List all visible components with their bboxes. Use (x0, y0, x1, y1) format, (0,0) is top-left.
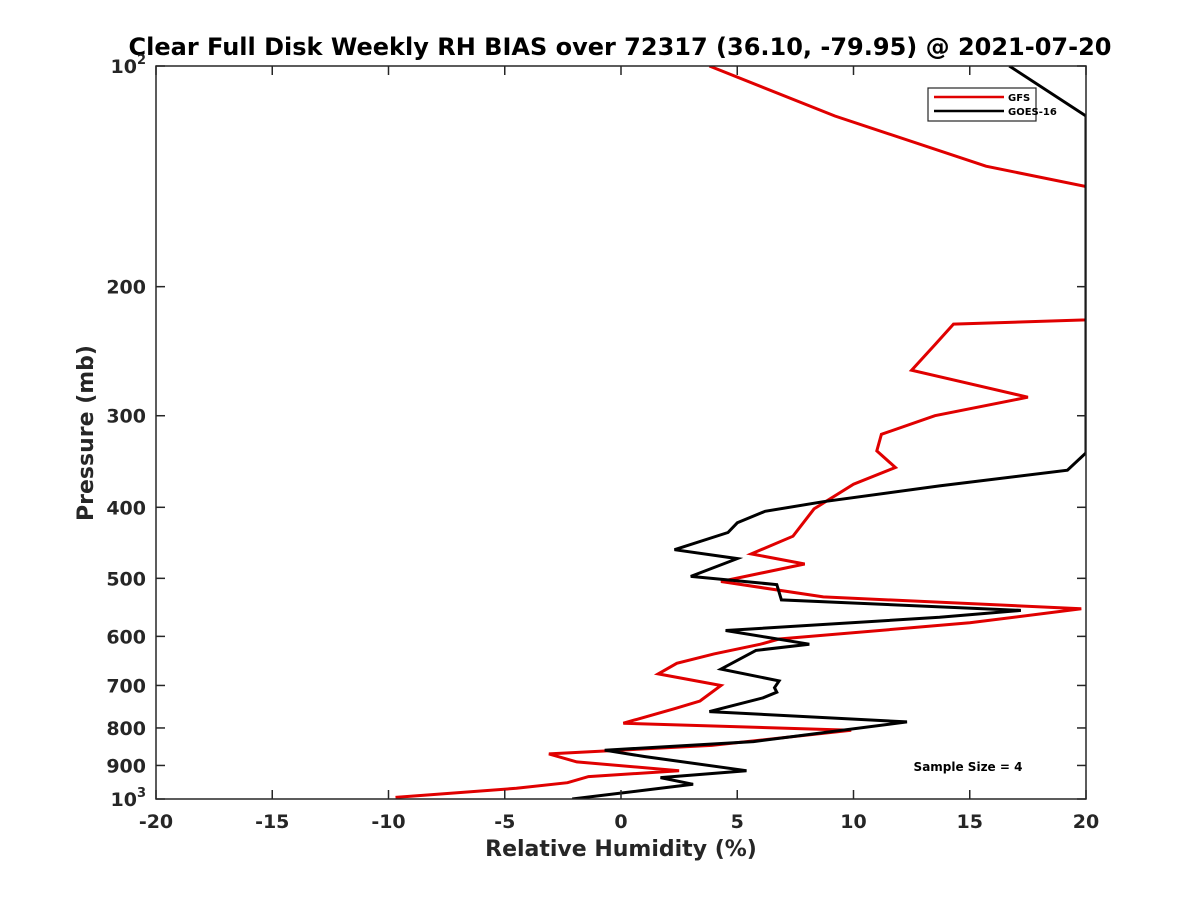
x-tick-label: 0 (614, 811, 627, 833)
x-axis-ticks: -20 -15 -10 -5 0 5 10 15 20 (139, 66, 1099, 833)
y-axis-label: Pressure (mb) (74, 345, 99, 521)
series-line-goes-16 (572, 66, 1086, 799)
x-tick-label: 10 (840, 811, 866, 833)
legend: GFS GOES-16 (927, 87, 1057, 122)
sample-size-annotation: Sample Size = 4 (914, 760, 1023, 774)
y-tick-label: 600 (106, 626, 146, 648)
y-tick-label: 400 (106, 497, 146, 519)
plot-series-group (395, 66, 1086, 799)
y-tick-label: 700 (106, 675, 146, 697)
y-tick-label: 900 (106, 755, 146, 777)
legend-box (927, 87, 1037, 122)
x-tick-label: 20 (1073, 811, 1099, 833)
x-tick-label: -5 (494, 811, 515, 833)
plot-area-frame (155, 65, 1087, 800)
legend-label-gfs: GFS (1008, 93, 1030, 104)
legend-label-goes-16: GOES-16 (1008, 107, 1057, 118)
chart-title: Clear Full Disk Weekly RH BIAS over 7231… (129, 33, 1112, 61)
y-tick-label: 800 (106, 718, 146, 740)
y-axis-ticks: 102 200 300 400 500 600 700 800 900 103 (106, 53, 1086, 811)
y-tick-label: 102 (111, 53, 147, 78)
x-tick-label: 15 (957, 811, 983, 833)
x-tick-label: -10 (371, 811, 405, 833)
y-tick-label: 103 (111, 786, 147, 811)
y-tick-label: 200 (106, 277, 146, 299)
x-tick-label: -20 (139, 811, 173, 833)
x-tick-label: 5 (731, 811, 744, 833)
y-tick-label: 300 (106, 406, 146, 428)
y-tick-label: 500 (106, 568, 146, 590)
x-axis-label: Relative Humidity (%) (485, 837, 757, 862)
series-line-gfs (395, 66, 1086, 799)
x-tick-label: -15 (255, 811, 289, 833)
